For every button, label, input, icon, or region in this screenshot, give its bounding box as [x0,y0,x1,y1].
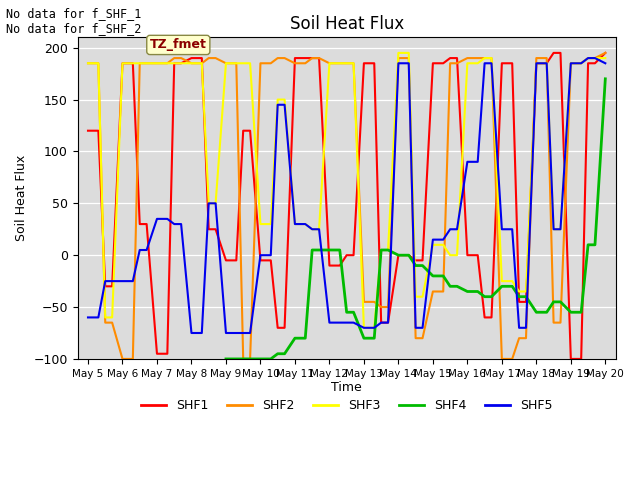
SHF4 [232,356,240,362]
SHF4 [446,283,454,289]
SHF4 [488,294,495,300]
SHF1 [602,50,609,56]
SHF5 [198,330,205,336]
SHF5 [584,55,592,61]
SHF4 [550,299,557,305]
SHF4 [291,336,299,341]
SHF4 [405,252,413,258]
SHF2 [118,356,126,362]
SHF1 [205,227,212,232]
SHF4 [522,294,530,300]
SHF4 [336,247,344,253]
SHF5 [371,325,378,331]
SHF3 [602,55,609,61]
SHF5 [84,314,92,320]
SHF1 [188,55,195,61]
Line: SHF3: SHF3 [88,53,605,328]
SHF3 [205,201,212,206]
SHF4 [543,310,550,315]
SHF4 [498,283,506,289]
SHF2 [405,55,413,61]
SHF4 [515,294,523,300]
SHF4 [343,310,351,315]
SHF3 [412,294,419,300]
SHF4 [532,310,540,315]
SHF4 [326,247,333,253]
SHF4 [412,263,419,268]
SHF4 [453,283,461,289]
SHF1 [360,60,368,66]
SHF4 [481,294,488,300]
SHF4 [557,299,564,305]
SHF3 [84,60,92,66]
SHF2 [602,50,609,56]
SHF3 [394,50,402,56]
SHF4 [429,273,436,279]
Line: SHF2: SHF2 [88,53,605,359]
SHF4 [384,247,392,253]
X-axis label: Time: Time [332,382,362,395]
SHF4 [281,351,289,357]
SHF3 [267,221,275,227]
SHF3 [188,60,195,66]
SHF2 [543,55,550,61]
SHF5 [602,60,609,66]
SHF4 [371,336,378,341]
SHF2 [274,55,282,61]
SHF4 [577,310,585,315]
SHF4 [463,288,471,294]
SHF2 [198,60,205,66]
SHF4 [602,76,609,82]
SHF1 [267,257,275,263]
SHF3 [371,325,378,331]
SHF4 [419,263,426,268]
SHF5 [212,201,220,206]
Line: SHF5: SHF5 [88,58,605,333]
SHF5 [543,60,550,66]
SHF4 [474,288,481,294]
SHF4 [316,247,323,253]
SHF4 [394,252,402,258]
SHF4 [308,247,316,253]
SHF4 [584,242,592,248]
SHF2 [212,55,220,61]
SHF1 [532,60,540,66]
Legend: SHF1, SHF2, SHF3, SHF4, SHF5: SHF1, SHF2, SHF3, SHF4, SHF5 [136,394,557,417]
SHF3 [360,325,368,331]
SHF5 [405,60,413,66]
SHF4 [246,356,254,362]
Line: SHF4: SHF4 [226,79,605,359]
Text: No data for f_SHF_1
No data for f_SHF_2: No data for f_SHF_1 No data for f_SHF_2 [6,7,142,35]
SHF4 [508,283,516,289]
SHF4 [360,336,368,341]
SHF4 [267,356,275,362]
SHF4 [349,310,357,315]
Line: SHF1: SHF1 [88,53,605,359]
SHF4 [440,273,447,279]
SHF4 [567,310,575,315]
SHF1 [84,128,92,133]
SHF4 [301,336,309,341]
SHF2 [371,299,378,305]
Title: Soil Heat Flux: Soil Heat Flux [289,15,404,33]
SHF1 [394,252,402,258]
SHF5 [274,102,282,108]
SHF4 [378,247,385,253]
SHF1 [550,50,557,56]
Text: TZ_fmet: TZ_fmet [150,38,207,51]
SHF2 [84,60,92,66]
SHF4 [274,351,282,357]
SHF5 [188,330,195,336]
SHF4 [222,356,230,362]
SHF3 [550,227,557,232]
SHF4 [239,356,247,362]
SHF4 [257,356,264,362]
SHF1 [567,356,575,362]
SHF4 [591,242,599,248]
Y-axis label: Soil Heat Flux: Soil Heat Flux [15,155,28,241]
